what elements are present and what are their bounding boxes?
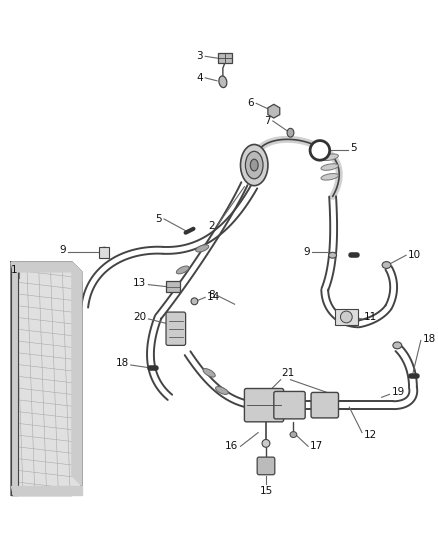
Text: 15: 15 <box>259 486 272 496</box>
Circle shape <box>340 311 352 323</box>
Bar <box>335 309 358 325</box>
Text: 8: 8 <box>208 290 215 301</box>
Ellipse shape <box>219 76 227 87</box>
Ellipse shape <box>191 298 198 305</box>
Ellipse shape <box>262 440 270 447</box>
Text: 12: 12 <box>364 430 377 440</box>
Ellipse shape <box>290 432 297 438</box>
Text: 2: 2 <box>208 221 215 231</box>
Ellipse shape <box>393 342 402 349</box>
Text: 10: 10 <box>408 250 421 260</box>
Ellipse shape <box>196 245 209 252</box>
Ellipse shape <box>321 174 339 180</box>
Text: 7: 7 <box>264 116 271 126</box>
Text: 18: 18 <box>423 334 436 344</box>
Polygon shape <box>72 262 82 486</box>
Text: 5: 5 <box>350 143 357 154</box>
Ellipse shape <box>245 151 263 179</box>
Polygon shape <box>11 262 82 495</box>
Bar <box>218 53 232 63</box>
Ellipse shape <box>382 262 391 269</box>
Polygon shape <box>11 262 82 281</box>
Ellipse shape <box>215 386 228 394</box>
Text: 18: 18 <box>116 358 129 368</box>
Ellipse shape <box>321 154 339 160</box>
Text: 4: 4 <box>197 73 203 83</box>
Ellipse shape <box>177 266 189 274</box>
Text: 9: 9 <box>60 245 66 255</box>
Ellipse shape <box>310 141 330 160</box>
Bar <box>166 281 180 293</box>
Text: 20: 20 <box>133 312 146 322</box>
Text: 9: 9 <box>304 247 310 257</box>
Ellipse shape <box>328 252 336 258</box>
Ellipse shape <box>203 368 215 377</box>
Ellipse shape <box>250 159 258 171</box>
Polygon shape <box>11 262 18 495</box>
Ellipse shape <box>321 164 339 171</box>
Text: 6: 6 <box>247 98 254 108</box>
FancyBboxPatch shape <box>257 457 275 475</box>
Polygon shape <box>11 486 82 495</box>
Ellipse shape <box>240 144 268 185</box>
Bar <box>99 247 109 258</box>
Text: 21: 21 <box>281 368 294 378</box>
Text: 5: 5 <box>155 214 162 224</box>
FancyBboxPatch shape <box>166 312 186 345</box>
FancyBboxPatch shape <box>311 392 339 418</box>
Text: 19: 19 <box>392 387 405 398</box>
Text: 14: 14 <box>207 293 220 302</box>
Ellipse shape <box>287 128 294 137</box>
Text: 3: 3 <box>197 51 203 61</box>
Text: 17: 17 <box>310 441 323 451</box>
FancyBboxPatch shape <box>274 391 305 419</box>
Text: 13: 13 <box>133 278 146 288</box>
FancyBboxPatch shape <box>244 389 284 422</box>
Text: 16: 16 <box>225 441 239 451</box>
Text: 1: 1 <box>11 265 18 275</box>
Text: 11: 11 <box>364 312 377 322</box>
Ellipse shape <box>100 247 108 257</box>
